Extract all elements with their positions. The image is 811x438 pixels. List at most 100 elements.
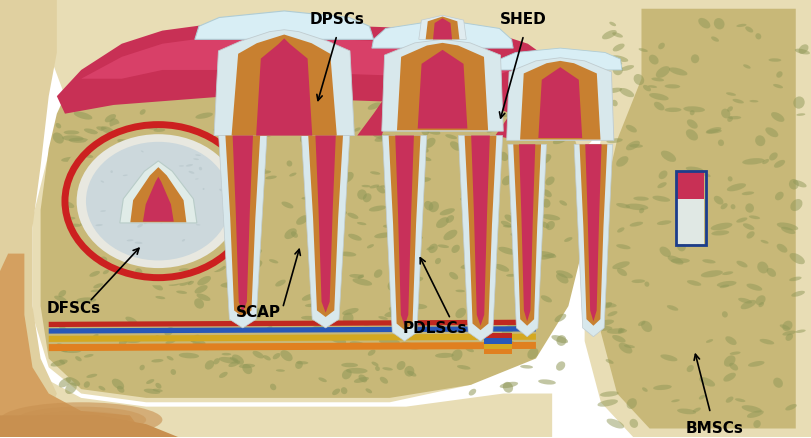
Ellipse shape	[105, 114, 116, 122]
Ellipse shape	[554, 314, 565, 322]
Ellipse shape	[213, 194, 229, 202]
Polygon shape	[483, 339, 512, 344]
Ellipse shape	[164, 193, 174, 201]
Ellipse shape	[721, 271, 732, 275]
Ellipse shape	[241, 310, 251, 319]
Ellipse shape	[776, 244, 787, 253]
Ellipse shape	[648, 55, 658, 64]
Ellipse shape	[710, 223, 732, 230]
Ellipse shape	[388, 321, 397, 326]
Ellipse shape	[89, 271, 100, 277]
Ellipse shape	[633, 197, 648, 201]
Ellipse shape	[465, 347, 474, 352]
Ellipse shape	[56, 123, 61, 128]
Ellipse shape	[606, 328, 626, 334]
Ellipse shape	[398, 168, 407, 173]
Ellipse shape	[80, 219, 88, 226]
Ellipse shape	[190, 220, 191, 222]
Ellipse shape	[720, 109, 729, 118]
Ellipse shape	[131, 150, 139, 159]
Ellipse shape	[145, 125, 157, 130]
Ellipse shape	[502, 382, 513, 393]
Polygon shape	[600, 9, 795, 428]
Ellipse shape	[545, 177, 554, 185]
Ellipse shape	[655, 66, 669, 78]
Ellipse shape	[177, 173, 182, 178]
Ellipse shape	[127, 240, 138, 249]
Ellipse shape	[536, 129, 552, 134]
Ellipse shape	[474, 308, 482, 313]
Ellipse shape	[608, 22, 616, 26]
Polygon shape	[498, 48, 621, 70]
Ellipse shape	[253, 200, 260, 205]
Ellipse shape	[559, 200, 566, 206]
Ellipse shape	[144, 222, 148, 224]
Polygon shape	[143, 177, 174, 222]
Ellipse shape	[688, 230, 698, 234]
Ellipse shape	[483, 329, 492, 333]
Ellipse shape	[445, 215, 453, 223]
Ellipse shape	[76, 297, 96, 303]
Ellipse shape	[510, 233, 529, 239]
Ellipse shape	[397, 361, 405, 370]
Polygon shape	[0, 0, 57, 437]
Ellipse shape	[204, 215, 211, 222]
Ellipse shape	[189, 338, 205, 345]
Ellipse shape	[640, 321, 651, 332]
Ellipse shape	[468, 389, 475, 396]
Ellipse shape	[155, 212, 160, 215]
Ellipse shape	[195, 113, 212, 119]
Ellipse shape	[213, 358, 220, 364]
Ellipse shape	[513, 251, 530, 258]
Ellipse shape	[329, 159, 337, 165]
Ellipse shape	[125, 218, 134, 226]
Polygon shape	[0, 254, 551, 437]
Ellipse shape	[749, 100, 757, 102]
Ellipse shape	[141, 151, 144, 152]
Ellipse shape	[331, 187, 345, 194]
Ellipse shape	[260, 170, 271, 174]
Ellipse shape	[186, 219, 199, 223]
Ellipse shape	[92, 334, 98, 339]
Ellipse shape	[170, 218, 179, 223]
Polygon shape	[0, 415, 178, 437]
Ellipse shape	[176, 290, 187, 294]
Ellipse shape	[357, 274, 363, 279]
Ellipse shape	[446, 113, 462, 121]
Ellipse shape	[540, 222, 548, 228]
Ellipse shape	[484, 243, 491, 247]
Ellipse shape	[406, 139, 424, 144]
Ellipse shape	[56, 343, 68, 352]
Ellipse shape	[152, 389, 162, 392]
Ellipse shape	[411, 234, 423, 239]
Ellipse shape	[202, 265, 208, 269]
Ellipse shape	[97, 126, 110, 132]
Ellipse shape	[773, 160, 784, 168]
Ellipse shape	[725, 396, 732, 403]
Ellipse shape	[736, 217, 746, 223]
Ellipse shape	[328, 335, 345, 344]
Ellipse shape	[690, 54, 698, 63]
Ellipse shape	[204, 360, 214, 370]
Ellipse shape	[717, 139, 723, 146]
Ellipse shape	[55, 117, 261, 285]
Ellipse shape	[741, 158, 764, 165]
Ellipse shape	[719, 203, 727, 209]
Ellipse shape	[505, 274, 516, 277]
Polygon shape	[49, 334, 535, 342]
Ellipse shape	[619, 88, 633, 97]
Ellipse shape	[378, 316, 388, 320]
Ellipse shape	[706, 129, 721, 134]
Ellipse shape	[437, 244, 448, 248]
Ellipse shape	[136, 263, 144, 270]
Ellipse shape	[265, 326, 272, 331]
Ellipse shape	[296, 215, 308, 225]
Ellipse shape	[341, 387, 347, 394]
Ellipse shape	[226, 223, 235, 226]
Polygon shape	[470, 135, 489, 326]
Ellipse shape	[606, 138, 622, 143]
Ellipse shape	[162, 254, 167, 258]
Ellipse shape	[272, 353, 280, 359]
Ellipse shape	[104, 143, 110, 148]
Ellipse shape	[671, 399, 679, 402]
